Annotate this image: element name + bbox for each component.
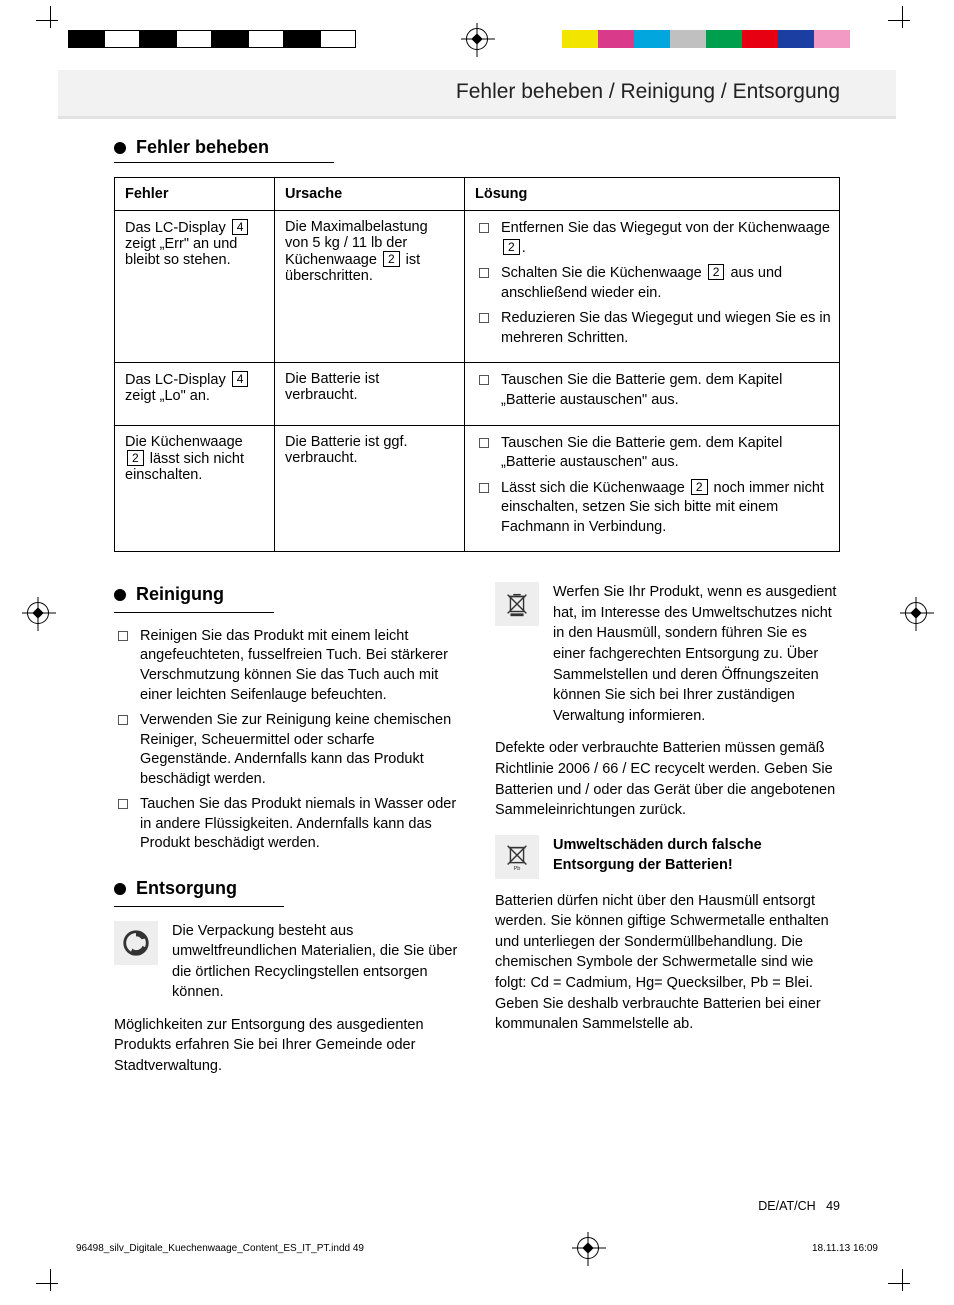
registration-mark [27,602,49,624]
th-fault: Fehler [115,178,275,211]
battery-warn-row: Pb Umweltschäden durch falsche Entsorgun… [495,835,840,879]
crop-mark [36,6,66,36]
disposal-p4: Defekte oder verbrauchte Batterien müsse… [495,738,840,820]
cell-fault: Das LC-Display 4 zeigt „Err" an und blei… [115,211,275,363]
footer-page: 49 [826,1199,840,1213]
colorbar-right [562,30,850,48]
page-content: Fehler beheben / Reinigung / Entsorgung … [58,70,896,1245]
solution-item: Schalten Sie die Küchenwaage 2 aus und a… [475,264,833,303]
cell-fault: Die Küchenwaage 2 lässt sich nicht einsc… [115,425,275,552]
page-footer: DE/AT/CH 49 [758,1199,840,1213]
trouble-table: Fehler Ursache Lösung Das LC-Display 4 z… [114,177,840,552]
th-cause: Ursache [275,178,465,211]
two-column-body: Reinigung Reinigen Sie das Produkt mit e… [114,582,840,1090]
solution-item: Lässt sich die Küchenwaage 2 noch immer … [475,479,833,538]
weee-row: Werfen Sie Ihr Produkt, wenn es ausgedie… [495,582,840,726]
job-file: 96498_silv_Digitale_Kuechenwaage_Content… [76,1243,364,1254]
recycle-icon [114,921,158,965]
cleaning-item: Tauchen Sie das Produkt niemals in Wasse… [114,795,459,854]
cell-cause: Die Batterie ist verbraucht. [275,363,465,425]
crossed-bin-pb-icon: Pb [495,835,539,879]
disposal-p3: Werfen Sie Ihr Produkt, wenn es ausgedie… [553,582,840,726]
registration-mark [579,1239,597,1257]
job-line: 96498_silv_Digitale_Kuechenwaage_Content… [76,1239,878,1257]
solution-item: Entfernen Sie das Wiegegut von der Küche… [475,219,833,258]
col-left: Reinigung Reinigen Sie das Produkt mit e… [114,582,459,1090]
section-head-clean: Reinigung [114,582,274,613]
crossed-bin-icon [495,582,539,626]
solution-item: Reduzieren Sie das Wiegegut und wiegen S… [475,309,833,348]
running-head: Fehler beheben / Reinigung / Entsorgung [58,70,896,119]
cell-cause: Die Maximalbelastung von 5 kg / 11 lb de… [275,211,465,363]
solution-item: Tauschen Sie die Batterie gem. dem Kapit… [475,434,833,473]
recycle-row: Die Verpackung besteht aus umweltfreundl… [114,921,459,1003]
disposal-p2: Möglichkeiten zur Entsorgung des ausgedi… [114,1015,459,1077]
job-date: 18.11.13 16:09 [812,1243,878,1254]
th-solution: Lösung [465,178,840,211]
footer-lang: DE/AT/CH [758,1199,815,1213]
col-right: Werfen Sie Ihr Produkt, wenn es ausgedie… [495,582,840,1090]
section-head-dispose: Entsorgung [114,876,284,907]
crop-mark [888,6,918,36]
disposal-p1: Die Verpackung besteht aus umweltfreundl… [172,921,459,1003]
bullet-icon [114,883,126,895]
registration-mark [905,602,927,624]
cell-solution: Tauschen Sie die Batterie gem. dem Kapit… [465,425,840,552]
battery-warning: Umweltschäden durch falsche Entsorgung d… [553,835,840,879]
section-title: Fehler beheben [136,137,269,158]
crop-mark [36,1269,66,1299]
colorbar-left [68,30,356,48]
cell-solution: Entfernen Sie das Wiegegut von der Küche… [465,211,840,363]
section-title: Entsorgung [136,876,237,902]
bullet-icon [114,589,126,601]
cleaning-item: Reinigen Sie das Produkt mit einem leich… [114,627,459,705]
cell-cause: Die Batterie ist ggf. verbraucht. [275,425,465,552]
cleaning-item: Verwenden Sie zur Reinigung keine chemis… [114,711,459,789]
svg-text:Pb: Pb [514,866,521,872]
section-head-trouble: Fehler beheben [114,137,334,163]
bullet-icon [114,142,126,154]
solution-item: Tauschen Sie die Batterie gem. dem Kapit… [475,371,833,410]
cleaning-list: Reinigen Sie das Produkt mit einem leich… [114,627,459,854]
disposal-p5: Batterien dürfen nicht über den Hausmüll… [495,891,840,1035]
crop-mark [888,1269,918,1299]
cell-solution: Tauschen Sie die Batterie gem. dem Kapit… [465,363,840,425]
cell-fault: Das LC-Display 4 zeigt „Lo" an. [115,363,275,425]
section-title: Reinigung [136,582,224,608]
registration-mark [466,28,488,50]
